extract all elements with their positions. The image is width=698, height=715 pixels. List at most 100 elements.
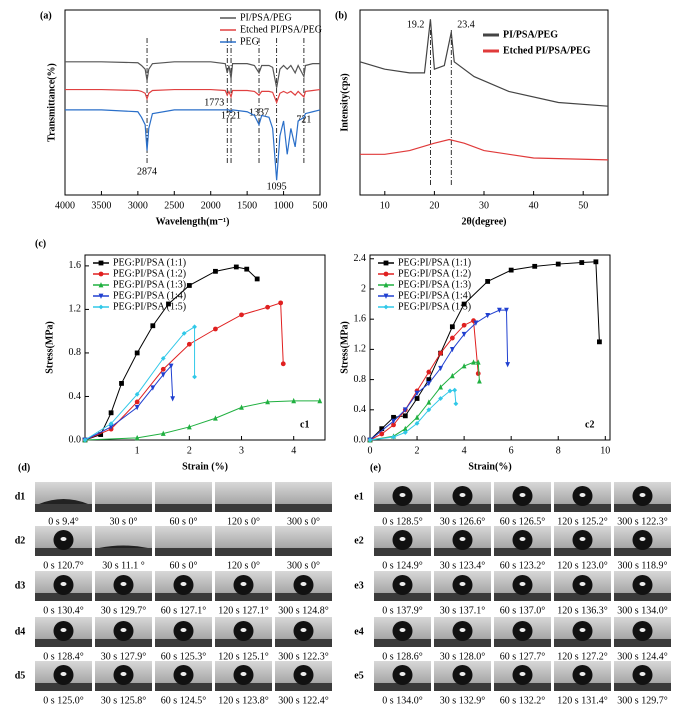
marker — [449, 346, 455, 353]
series-line — [84, 325, 196, 441]
marker — [379, 426, 385, 432]
marker — [485, 279, 491, 284]
marker — [426, 380, 432, 387]
caption: 120 s 131.4° — [557, 695, 607, 706]
substrate — [35, 504, 92, 512]
y-tick-label: 2 — [361, 283, 366, 294]
droplet-highlight — [519, 582, 526, 586]
marker — [402, 430, 408, 435]
droplet — [99, 545, 148, 548]
peak-label: 1095 — [267, 181, 287, 192]
marker — [239, 312, 244, 318]
caption: 0 s 128.4° — [43, 651, 83, 662]
marker — [134, 350, 140, 356]
marker — [475, 359, 481, 365]
droplet-highlight — [579, 493, 586, 497]
legend-label: PEG:PI/PSA (1:3) — [398, 279, 471, 290]
marker — [438, 384, 443, 390]
caption: 0 s 128.5° — [382, 516, 422, 527]
series-line — [65, 61, 320, 88]
substrate — [275, 683, 332, 691]
y-tick-label: 0.8 — [69, 347, 82, 358]
plot-frame — [64, 9, 321, 196]
substrate — [494, 548, 551, 556]
x-tick-label: 2000 — [201, 200, 221, 211]
series-line — [65, 88, 321, 105]
marker — [108, 410, 114, 416]
marker — [461, 363, 467, 369]
caption: 30 s 126.6° — [440, 516, 485, 527]
droplet-highlight — [459, 493, 466, 497]
droplet-highlight — [639, 493, 646, 497]
marker — [414, 390, 420, 397]
substrate — [614, 593, 671, 601]
droplet-highlight — [459, 628, 466, 632]
legend-label: PEG:PI/PSA (1:4) — [113, 290, 186, 301]
marker — [508, 267, 514, 273]
marker — [82, 437, 88, 443]
caption: 300 s 122.3° — [617, 516, 667, 527]
marker — [192, 324, 197, 330]
marker — [160, 430, 166, 436]
row-label: e2 — [354, 535, 363, 546]
marker — [213, 415, 218, 421]
substrate — [434, 504, 491, 512]
droplet-highlight — [459, 582, 466, 586]
caption: 60 s 132.2° — [500, 695, 545, 706]
marker — [119, 381, 124, 386]
peak-label: 19.2 — [407, 19, 425, 30]
marker — [383, 293, 389, 299]
caption: 30 s 137.1° — [440, 605, 485, 616]
x-tick-label: 1000 — [274, 200, 294, 211]
row-label: e5 — [354, 670, 363, 681]
x-tick-label: 6 — [509, 445, 514, 456]
marker — [505, 362, 511, 368]
marker — [186, 283, 192, 288]
marker — [438, 350, 443, 356]
caption: 30 s 132.9° — [440, 695, 485, 706]
substrate — [275, 593, 332, 601]
marker — [134, 434, 140, 441]
droplet-highlight — [60, 582, 67, 586]
substrate — [215, 683, 272, 691]
substrate — [434, 548, 491, 556]
legend-label: PEG:PI/PSA (1:5) — [398, 301, 471, 312]
x-tick-label: 20 — [429, 200, 439, 211]
marker — [426, 369, 432, 375]
caption: 60 s 137.0° — [500, 605, 545, 616]
marker — [426, 399, 432, 405]
legend-label: Etched PI/PSA/PEG — [240, 24, 322, 35]
marker — [98, 293, 104, 299]
droplet-highlight — [300, 582, 307, 586]
caption: 120 s 123.8° — [218, 695, 268, 706]
panel-label: (b) — [335, 10, 347, 21]
marker — [402, 407, 408, 413]
substrate — [95, 504, 152, 512]
marker — [317, 397, 323, 404]
legend-label: PEG:PI/PSA (1:2) — [398, 268, 471, 279]
caption: 0 s 128.6° — [382, 651, 422, 662]
substrate — [215, 639, 272, 647]
droplet-highlight — [399, 582, 406, 586]
marker — [291, 397, 297, 404]
caption: 0 s 124.9° — [382, 560, 422, 571]
caption: 60 s 0° — [170, 560, 198, 571]
x-tick-label: 3500 — [91, 200, 111, 211]
marker — [449, 335, 455, 341]
panel-label: (a) — [40, 10, 52, 21]
substrate — [554, 504, 611, 512]
y-tick-label: 0.0 — [69, 434, 82, 445]
substrate — [434, 639, 491, 647]
marker — [579, 260, 585, 265]
marker — [98, 432, 104, 437]
marker — [391, 418, 396, 425]
substrate — [35, 548, 92, 556]
marker — [186, 424, 192, 430]
row-label: d4 — [15, 626, 26, 637]
marker — [402, 413, 408, 419]
droplet-highlight — [459, 672, 466, 676]
droplet-highlight — [519, 537, 526, 541]
x-axis-label: Wavelength(m⁻¹) — [156, 216, 230, 227]
droplet-highlight — [639, 628, 646, 632]
